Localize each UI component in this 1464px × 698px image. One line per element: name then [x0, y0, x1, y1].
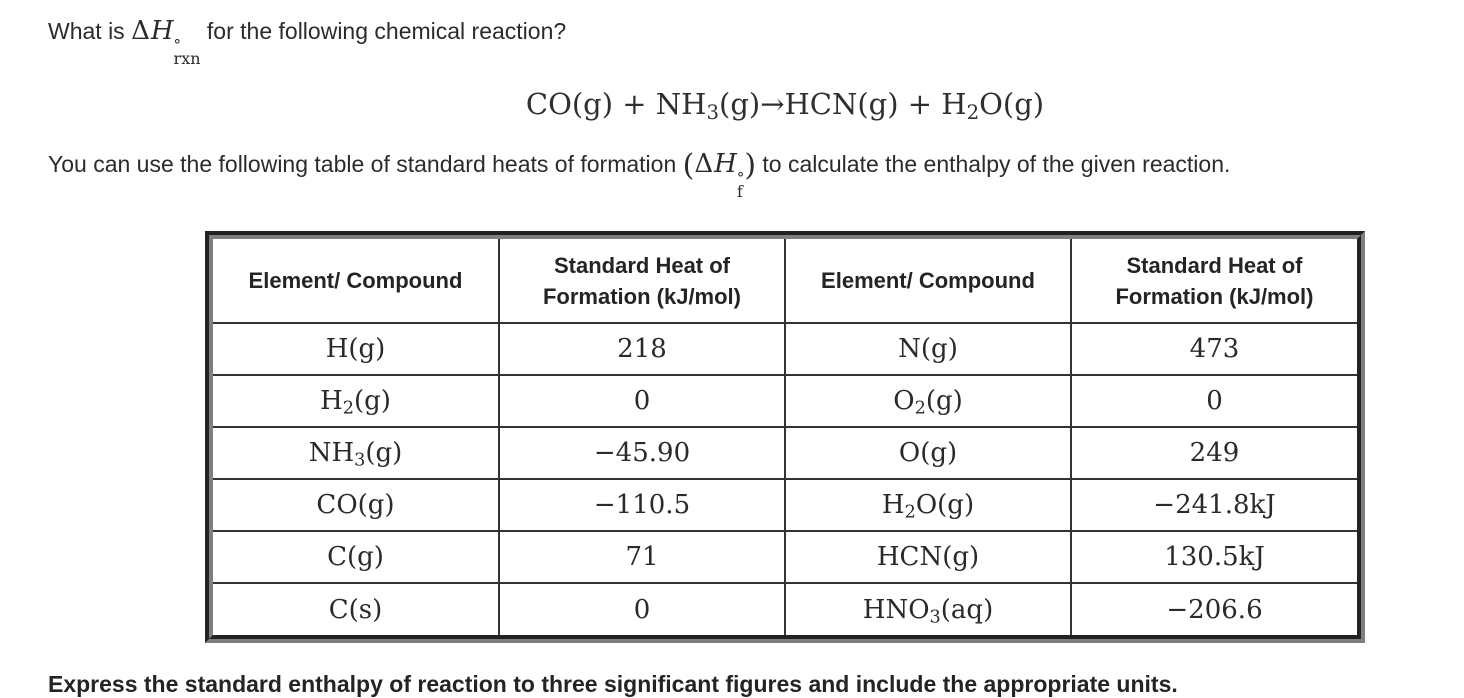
compound-cell: NH3(g): [213, 426, 500, 480]
header-element-compound-1: Element/ Compound: [213, 239, 500, 324]
compound-cell: H2O(g): [784, 478, 1072, 532]
compound-cell: CO(g): [213, 478, 500, 532]
table-outer-frame: Element/ Compound Standard Heat of Forma…: [205, 231, 1365, 643]
value-cell: 0: [1070, 374, 1357, 428]
compound-cell: H2(g): [213, 374, 500, 428]
header-element-compound-2: Element/ Compound: [784, 239, 1072, 324]
value-cell: −241.8kJ: [1070, 478, 1357, 532]
value-cell: 473: [1070, 322, 1357, 376]
table-header-row: Element/ Compound Standard Heat of Forma…: [213, 239, 1357, 324]
table-row: CO(g) −110.5 H2O(g) −241.8kJ: [213, 478, 1357, 532]
formation-table: Element/ Compound Standard Heat of Forma…: [213, 239, 1357, 635]
header-heat-formation-1: Standard Heat of Formation (kJ/mol): [498, 239, 786, 324]
delta-h-f-symbol: (ΔH ° f): [682, 148, 757, 201]
close-paren: ): [744, 148, 757, 183]
compound-cell: O2(g): [784, 374, 1072, 428]
table-row: H2(g) 0 O2(g) 0: [213, 374, 1357, 428]
question-line: What is ΔH ° rxn for the following chemica…: [48, 0, 1416, 68]
value-cell: 0: [498, 582, 786, 635]
value-cell: −206.6: [1070, 582, 1357, 635]
compound-cell: H(g): [213, 322, 500, 376]
question-suffix: for the following chemical reaction?: [200, 18, 567, 44]
open-paren: (: [682, 148, 695, 183]
footer-instruction: Express the standard enthalpy of reactio…: [48, 671, 1178, 697]
chemical-equation: CO(g) + NH3(g)→HCN(g) + H2O(g): [525, 87, 1045, 124]
value-cell: −45.90: [498, 426, 786, 480]
compound-cell: HNO3(aq): [784, 582, 1072, 635]
intro-prefix: You can use the following table of stand…: [48, 151, 683, 177]
formation-table-wrapper: Element/ Compound Standard Heat of Forma…: [205, 231, 1365, 643]
value-cell: −110.5: [498, 478, 786, 532]
degree-superscript: °: [173, 36, 182, 54]
compound-cell: C(g): [213, 530, 500, 584]
table-inner-frame: Element/ Compound Standard Heat of Forma…: [209, 235, 1361, 639]
degree-superscript: °: [736, 169, 745, 187]
intro-line: You can use the following table of stand…: [48, 146, 1416, 201]
value-cell: 130.5kJ: [1070, 530, 1357, 584]
intro-suffix: to calculate the enthalpy of the given r…: [756, 151, 1231, 177]
compound-cell: HCN(g): [784, 530, 1072, 584]
question-prefix: What is: [48, 18, 132, 44]
value-cell: 249: [1070, 426, 1357, 480]
delta-h-rxn-symbol: ΔH ° rxn: [131, 16, 201, 68]
compound-cell: O(g): [784, 426, 1072, 480]
value-cell: 218: [498, 322, 786, 376]
compound-cell: N(g): [784, 322, 1072, 376]
table-row: C(s) 0 HNO3(aq) −206.6: [213, 582, 1357, 635]
f-subscript: f: [736, 182, 743, 201]
value-cell: 0: [498, 374, 786, 428]
table-row: NH3(g) −45.90 O(g) 249: [213, 426, 1357, 480]
table-row: H(g) 218 N(g) 473: [213, 322, 1357, 376]
value-cell: 71: [498, 530, 786, 584]
table-row: C(g) 71 HCN(g) 130.5kJ: [213, 530, 1357, 584]
compound-cell: C(s): [213, 582, 500, 635]
header-heat-formation-2: Standard Heat of Formation (kJ/mol): [1070, 239, 1357, 324]
rxn-subscript: rxn: [173, 49, 201, 68]
